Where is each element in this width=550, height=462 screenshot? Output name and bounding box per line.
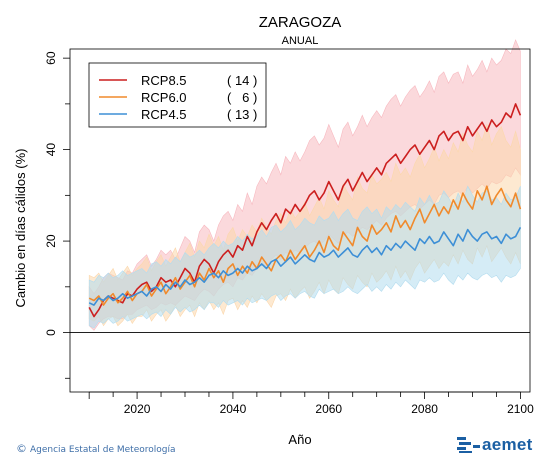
legend-box [88, 62, 267, 128]
y-tick-label: 60 [44, 51, 58, 65]
legend-count-rcp6.0: ( 6 ) [227, 90, 257, 105]
chart-title: ZARAGOZA [259, 14, 342, 31]
y-tick-label: 20 [44, 234, 58, 248]
footer-credit: © Agencia Estatal de Meteorología [16, 442, 176, 455]
aemet-logo: aemet [456, 434, 533, 456]
legend-count-rcp8.5: ( 14 ) [227, 73, 257, 88]
chart-subtitle: ANUAL [282, 35, 319, 47]
line-rcp4.5 [88, 227, 522, 306]
x-tick-label: 2020 [124, 402, 151, 416]
line-rcp6.0 [88, 185, 522, 306]
legend-label-rcp8.5: RCP8.5 [141, 73, 187, 88]
y-axis: 0 20 40 60 [44, 51, 70, 379]
aemet-logo-text: aemet [482, 435, 533, 454]
x-tick-label: 2060 [315, 402, 342, 416]
x-tick-label: 2100 [507, 402, 534, 416]
y-axis-label: Cambio en días cálidos (%) [13, 149, 28, 308]
uncertainty-bands [88, 39, 521, 331]
band-rcp4.5 [88, 185, 521, 329]
x-tick-label: 2080 [411, 402, 438, 416]
copyright-icon: © [16, 442, 27, 455]
x-axis: 2020 2040 2060 2080 2100 [88, 391, 534, 416]
y-tick-label: 40 [44, 143, 58, 157]
y-tick-label: 0 [44, 329, 58, 336]
legend-label-rcp6.0: RCP6.0 [141, 90, 187, 105]
legend-count-rcp4.5: ( 13 ) [227, 107, 257, 122]
x-axis-label: Año [288, 432, 311, 447]
series-lines [88, 103, 522, 318]
legend: RCP8.5 ( 14 ) RCP6.0 ( 6 ) RCP4.5 ( 13 ) [88, 62, 267, 128]
legend-label-rcp4.5: RCP4.5 [141, 107, 187, 122]
line-rcp8.5 [88, 103, 522, 318]
credit-text: Agencia Estatal de Meteorología [30, 445, 176, 455]
aemet-logo-icon [457, 437, 480, 453]
x-tick-label: 2040 [220, 402, 247, 416]
